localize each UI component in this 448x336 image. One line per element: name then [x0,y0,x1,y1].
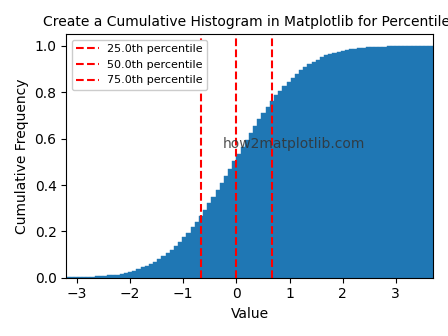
Bar [237,154,241,278]
Bar [124,273,128,278]
Bar [274,95,278,278]
Legend: 25.0th percentile, 50.0th percentile, 75.0th percentile: 25.0th percentile, 50.0th percentile, 75… [72,40,207,90]
Bar [353,49,358,278]
Bar [428,46,432,278]
Bar [103,276,107,278]
Text: how2matplotlib.com: how2matplotlib.com [223,137,365,151]
Bar [391,46,395,278]
Bar [270,101,274,278]
Bar [420,46,424,278]
Bar [378,47,383,278]
Bar [203,210,207,278]
Bar [232,161,237,278]
Bar [107,276,111,278]
Bar [195,222,199,278]
Bar [362,48,366,278]
Bar [366,47,370,278]
Bar [328,54,332,278]
Bar [332,53,336,278]
Bar [149,264,153,278]
Bar [182,237,186,278]
Bar [383,46,387,278]
Bar [345,50,349,278]
Bar [99,276,103,278]
Bar [132,270,136,278]
Bar [266,107,270,278]
Bar [291,78,295,278]
Bar [278,90,282,278]
Bar [186,233,190,278]
Bar [403,46,408,278]
Bar [90,277,95,278]
Bar [432,46,437,278]
Bar [336,52,341,278]
Bar [95,277,99,278]
Bar [416,46,420,278]
Bar [170,250,174,278]
Bar [374,47,378,278]
Bar [166,253,170,278]
Bar [320,57,324,278]
Bar [303,67,307,278]
Bar [241,147,245,278]
Bar [153,262,157,278]
Bar [228,169,232,278]
Bar [257,119,262,278]
Bar [120,274,124,278]
Bar [174,246,178,278]
Bar [157,259,161,278]
Bar [136,269,141,278]
Bar [145,266,149,278]
Bar [224,176,228,278]
Bar [307,64,311,278]
Bar [441,46,445,278]
Bar [207,203,211,278]
Bar [199,216,203,278]
Bar [215,190,220,278]
Bar [295,74,299,278]
Bar [412,46,416,278]
Bar [190,227,195,278]
Bar [253,126,257,278]
Bar [128,272,132,278]
Bar [82,277,86,278]
Y-axis label: Cumulative Frequency: Cumulative Frequency [15,78,29,234]
Bar [282,86,287,278]
Bar [424,46,428,278]
Bar [311,62,316,278]
Bar [287,82,291,278]
Bar [211,197,215,278]
Bar [111,275,116,278]
Bar [178,242,182,278]
Bar [220,183,224,278]
Bar [408,46,412,278]
Bar [78,277,82,278]
Bar [370,47,374,278]
Bar [387,46,391,278]
Bar [358,48,362,278]
Bar [349,49,353,278]
Bar [437,46,441,278]
Bar [299,70,303,278]
Bar [161,256,166,278]
X-axis label: Value: Value [231,307,269,321]
Bar [399,46,403,278]
Bar [262,113,266,278]
Bar [245,140,249,278]
Bar [116,275,120,278]
Bar [86,277,90,278]
Bar [141,267,145,278]
Bar [341,51,345,278]
Title: Create a Cumulative Histogram in Matplotlib for Percentiles: Create a Cumulative Histogram in Matplot… [43,15,448,29]
Bar [324,55,328,278]
Bar [249,133,253,278]
Bar [395,46,399,278]
Bar [316,60,320,278]
